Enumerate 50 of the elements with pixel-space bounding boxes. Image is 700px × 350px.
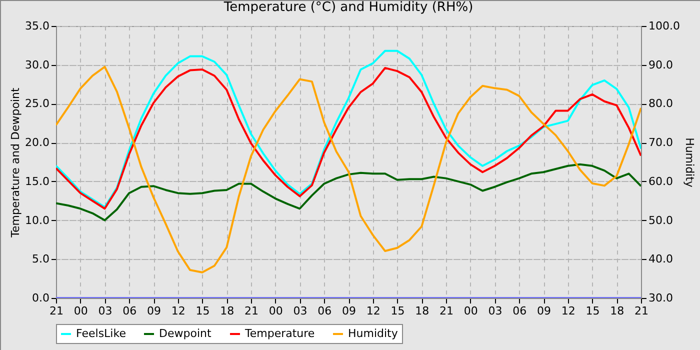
- y-tick-label: 10.0: [25, 214, 50, 227]
- y-tick-label: 25.0: [25, 97, 50, 110]
- x-tick-label: 06: [318, 304, 332, 318]
- x-tick-label: 12: [366, 304, 380, 318]
- y2-tick-label: 90.0: [648, 58, 673, 72]
- x-tick-label: 18: [610, 304, 624, 318]
- x-tick-label: 12: [171, 304, 186, 318]
- x-tick-label: 03: [488, 304, 502, 318]
- x-tick-label: 06: [512, 304, 527, 318]
- x-tick-label: 21: [244, 304, 258, 318]
- x-tick-label: 09: [537, 304, 551, 318]
- y-tick-label: 20.0: [25, 136, 50, 150]
- x-tick-label: 18: [220, 304, 234, 318]
- x-tick-label: 21: [634, 304, 648, 318]
- y2-axis-title: Humidity: [682, 138, 696, 188]
- chart-title: Temperature (°C) and Humidity (RH%): [222, 0, 474, 15]
- y2-tick-label: 70.0: [648, 136, 673, 150]
- y2-tick-label: 50.0: [648, 214, 673, 227]
- x-tick-label: 15: [586, 304, 600, 318]
- x-tick-label: 18: [415, 304, 430, 318]
- x-tick-label: 15: [390, 304, 405, 318]
- x-tick-label: 09: [342, 304, 356, 318]
- x-tick-label: 00: [74, 304, 88, 318]
- y2-tick-label: 30.0: [648, 292, 673, 304]
- y2-tick-label: 60.0: [648, 174, 673, 188]
- legend-label: Humidity: [348, 327, 398, 340]
- legend-label: Temperature: [244, 327, 315, 340]
- line-series: [56, 66, 641, 274]
- x-tick-label: 12: [561, 304, 576, 318]
- x-tick-label: 21: [440, 304, 454, 318]
- x-tick-label: 03: [98, 304, 112, 318]
- x-tick-label: 00: [464, 304, 478, 318]
- legend-label: FeelsLike: [76, 327, 126, 340]
- y-tick-label: 15.0: [25, 174, 50, 188]
- y2-tick-label: 100.0: [648, 20, 680, 32]
- x-tick-label: 03: [293, 304, 308, 318]
- x-tick-label: 06: [122, 304, 137, 318]
- y-tick-label: 0.0: [32, 292, 50, 304]
- y2-tick-label: 80.0: [648, 97, 673, 110]
- y-tick-label: 35.0: [25, 20, 50, 32]
- x-tick-label: 00: [268, 304, 283, 318]
- y-tick-label: 5.0: [32, 252, 50, 266]
- x-tick-label: 15: [196, 304, 210, 318]
- y-axis-title: Temperature and Dewpoint: [9, 86, 22, 238]
- y-tick-label: 30.0: [25, 58, 50, 72]
- y2-tick-label: 40.0: [648, 252, 673, 266]
- x-tick-label: 21: [50, 304, 64, 318]
- x-tick-label: 09: [147, 304, 161, 318]
- legend-label: Dewpoint: [159, 327, 212, 340]
- line-series: [56, 163, 641, 222]
